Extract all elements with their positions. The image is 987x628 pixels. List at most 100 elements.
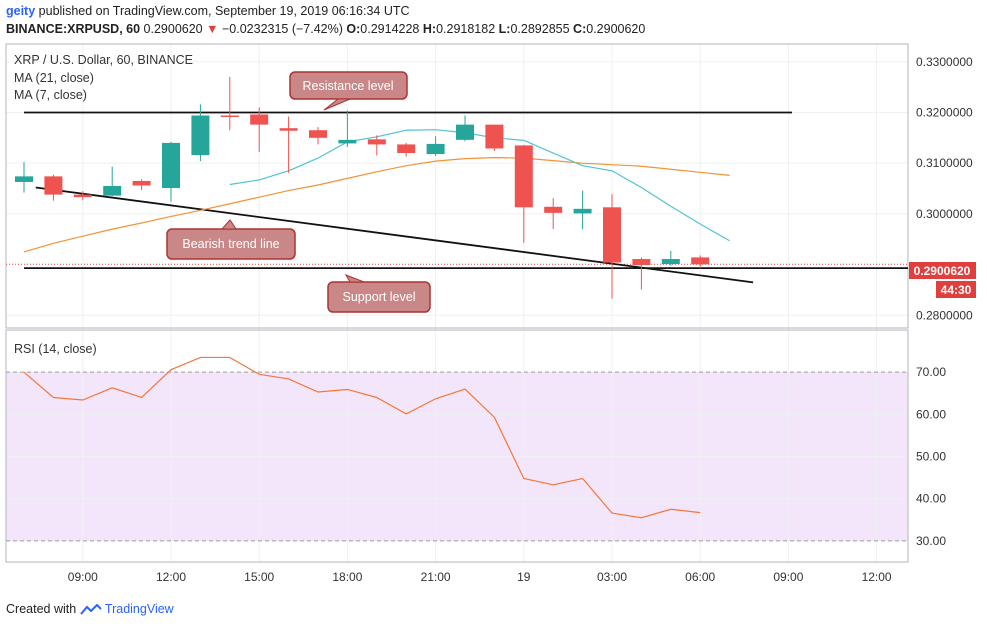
close-label: C: (573, 22, 587, 36)
countdown-badge-label: 44:30 (941, 283, 972, 297)
author-name[interactable]: geity (6, 4, 36, 18)
time-tick-label: 15:00 (244, 570, 274, 584)
chart-legend-title: XRP / U.S. Dollar, 60, BINANCE (14, 53, 193, 67)
candle (514, 144, 533, 243)
candle-body (514, 145, 533, 208)
candle-body (73, 194, 92, 198)
rsi-line (23, 356, 701, 519)
last-price-badge-label: 0.2900620 (914, 264, 971, 278)
rsi-polyline (23, 356, 701, 519)
symbol-line: BINANCE:XRPUSD, 60 (6, 22, 141, 36)
bearish-callout[interactable]: Bearish trend line (166, 219, 296, 260)
candle (632, 257, 651, 290)
time-axis[interactable]: 09:00 12:00 15:00 18:00 21:00 19 03:00 06:00 09:… (68, 570, 892, 584)
price-change: −0.0232315 (−7.42%) (221, 22, 343, 36)
rsi-legend: RSI (14, close) (14, 342, 97, 356)
candle-body (309, 130, 327, 138)
time-tick-label: 12:00 (156, 570, 186, 584)
last-price: 0.2900620 (143, 22, 203, 36)
candle-body (485, 124, 504, 149)
candle-body (279, 128, 298, 131)
open-value: 0.2914228 (360, 22, 420, 36)
candle (15, 162, 33, 193)
candle (73, 191, 92, 201)
candle (191, 104, 210, 162)
rsi-tick-label: 50.00 (916, 450, 946, 464)
low-label: L: (498, 22, 511, 36)
tradingview-logo-icon (79, 603, 102, 615)
last-price-badge: 0.2900620 (909, 262, 976, 279)
candle (132, 179, 151, 191)
published-text: published on TradingView.com, September … (38, 4, 410, 18)
high-label: H: (422, 22, 437, 36)
candle (279, 116, 298, 173)
symbol-header: BINANCE:XRPUSD, 60 0.2900620 ▼ −0.023231… (6, 22, 645, 36)
countdown-badge: 44:30 (936, 281, 976, 298)
time-tick-label: 12:00 (862, 570, 892, 584)
price-pane-frame (5, 43, 909, 329)
price-axis[interactable]: 0.3300000 0.3200000 0.3100000 0.3000000 0.28… (916, 55, 973, 323)
candle (44, 174, 63, 201)
ma7-polyline (229, 129, 730, 242)
resistance-callout[interactable]: Resistance level (289, 71, 408, 111)
open-label: O: (346, 22, 361, 36)
candle-body (573, 208, 592, 214)
candle-body (603, 207, 621, 263)
candle (603, 194, 621, 299)
rsi-guides (6, 371, 908, 542)
candle-body (132, 180, 151, 186)
candle-body (456, 124, 474, 140)
ma21-polyline (23, 156, 730, 253)
created-with-text: Created with (6, 602, 77, 616)
price-tick-label: 0.3200000 (916, 105, 973, 119)
candle-body (426, 143, 445, 155)
candle (456, 115, 474, 142)
candle-body (191, 115, 210, 156)
candle (544, 198, 563, 230)
candle (309, 127, 327, 145)
candle-body (544, 206, 563, 213)
price-tick-label: 0.3300000 (916, 55, 973, 69)
price-tick-label: 0.3000000 (916, 207, 973, 221)
rsi-axis[interactable]: 70.00 60.00 50.00 40.00 30.00 (916, 365, 946, 548)
resistance-callout-label: Resistance level (302, 79, 393, 93)
candle (573, 190, 592, 230)
candle-body (15, 176, 33, 182)
ma21-legend: MA (21, close) (14, 71, 94, 85)
publish-header: geity published on TradingView.com, Sept… (6, 4, 410, 18)
candle-body (44, 176, 63, 195)
ma7-legend: MA (7, close) (14, 88, 87, 102)
candle (367, 135, 386, 156)
time-tick-label: 19 (517, 570, 531, 584)
candle (691, 255, 710, 269)
candle (220, 76, 239, 131)
candle-body (632, 259, 651, 266)
candle-body (162, 142, 180, 189)
candle (485, 124, 504, 152)
time-tick-label: 18:00 (332, 570, 362, 584)
low-value: 0.2892855 (510, 22, 570, 36)
support-callout-label: Support level (343, 290, 416, 304)
rsi-tick-label: 40.00 (916, 492, 946, 506)
candle (338, 110, 357, 147)
tradingview-brand-link[interactable]: TradingView (104, 602, 174, 616)
ma21-line (23, 156, 730, 253)
candle-body (338, 139, 357, 144)
close-value: 0.2900620 (586, 22, 646, 36)
support-callout[interactable]: Support level (327, 274, 431, 313)
rsi-tick-label: 70.00 (916, 365, 946, 379)
candle-body (250, 114, 269, 125)
price-tick-label: 0.2800000 (916, 308, 973, 322)
candles (15, 76, 710, 299)
level-lines (6, 111, 908, 284)
candle-body (661, 259, 680, 265)
candle (250, 107, 269, 153)
ma7-line (229, 129, 730, 242)
rsi-tick-label: 30.00 (916, 534, 946, 548)
candle-body (220, 115, 239, 118)
candle-body (691, 257, 710, 265)
candle (162, 141, 180, 202)
candle (397, 142, 416, 157)
down-arrow-icon: ▼ (206, 22, 219, 36)
